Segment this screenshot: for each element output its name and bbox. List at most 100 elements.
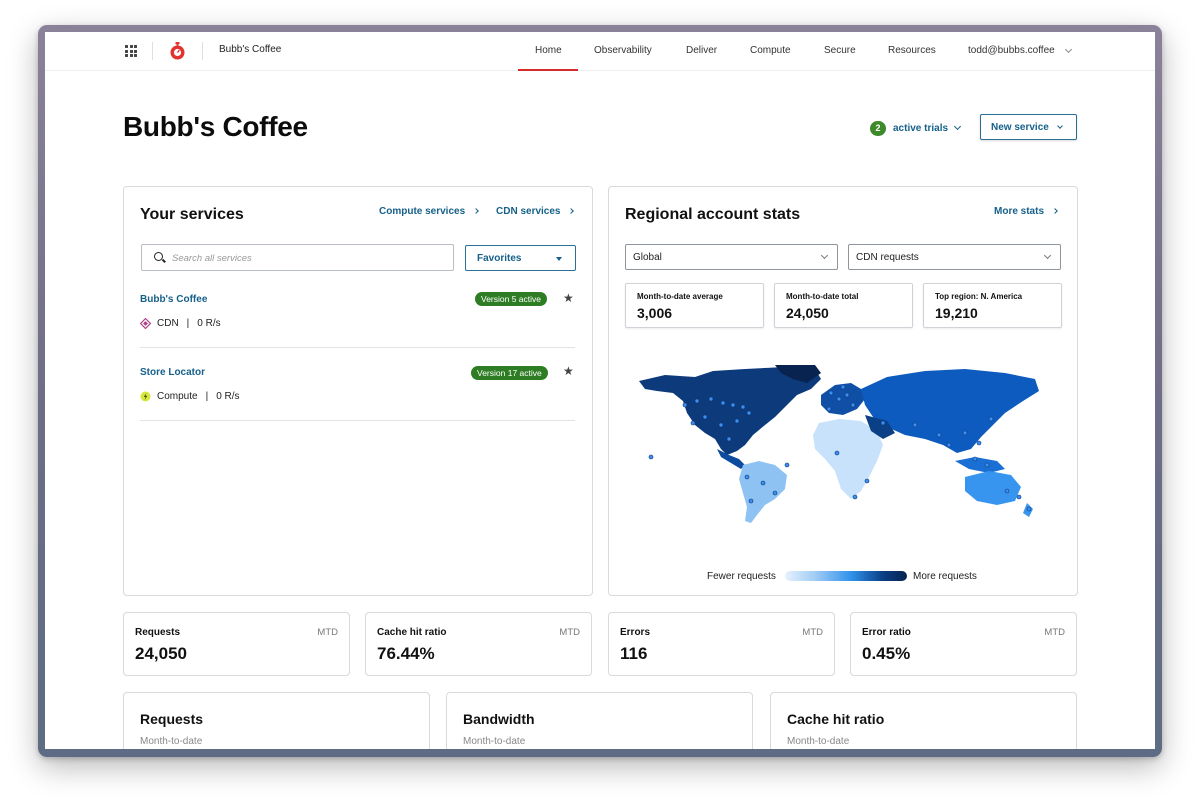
- active-trials-dropdown[interactable]: 2 active trials: [870, 120, 962, 136]
- map-region-south-america: [739, 461, 787, 523]
- chevron-down-icon: [1064, 45, 1073, 54]
- request-dot: [962, 430, 968, 436]
- map-region-greenland: [775, 365, 821, 383]
- request-dot: [682, 402, 688, 408]
- card-subtitle: Month-to-date: [463, 736, 526, 747]
- service-rate: 0 R/s: [216, 391, 240, 402]
- legend-low-label: Fewer requests: [707, 571, 776, 582]
- nav-resources[interactable]: Resources: [888, 45, 936, 56]
- more-stats-link[interactable]: More stats: [994, 206, 1058, 217]
- metric-card-requests[interactable]: Requests MTD 24,050: [123, 612, 350, 676]
- metric-value: 76.44%: [377, 644, 435, 663]
- request-dot: [702, 414, 708, 420]
- user-email: todd@bubbs.coffee: [968, 45, 1055, 56]
- new-service-button[interactable]: New service: [980, 114, 1077, 140]
- region-select[interactable]: Global: [625, 244, 838, 270]
- chevron-right-icon: [473, 208, 479, 214]
- region-select-value: Global: [633, 252, 662, 263]
- card-subtitle: Month-to-date: [787, 736, 850, 747]
- nav-secure[interactable]: Secure: [824, 45, 856, 56]
- page-title: Bubb's Coffee: [123, 111, 308, 142]
- metric-label: Error ratio: [862, 627, 911, 638]
- nav-compute[interactable]: Compute: [750, 45, 791, 56]
- metric-card-errors[interactable]: Errors MTD 116: [608, 612, 835, 676]
- map-region-middle-east: [865, 415, 895, 439]
- search-input[interactable]: [172, 250, 442, 266]
- map-legend: Fewer requests More requests: [707, 570, 1007, 584]
- stopwatch-logo-icon[interactable]: [170, 42, 185, 60]
- services-panel: Your services Compute services CDN servi…: [123, 186, 593, 596]
- request-dot: [864, 478, 870, 484]
- world-request-map[interactable]: [625, 365, 1041, 527]
- version-badge: Version 5 active: [475, 292, 548, 306]
- map-region-central-america: [717, 449, 745, 469]
- service-rate: 0 R/s: [197, 318, 221, 329]
- request-dot: [740, 404, 746, 410]
- request-dot: [690, 420, 696, 426]
- app-screen: Bubb's Coffee Home Observability Deliver…: [45, 32, 1155, 749]
- user-menu[interactable]: todd@bubbs.coffee: [968, 45, 1073, 56]
- chevron-down-icon: [954, 122, 962, 130]
- request-dot: [744, 474, 750, 480]
- metric-value: 116: [620, 644, 648, 663]
- request-dot: [984, 462, 990, 468]
- request-dot: [730, 402, 736, 408]
- map-region-australia: [965, 471, 1021, 505]
- request-dot: [726, 436, 732, 442]
- services-title: Your services: [140, 206, 244, 223]
- nav-home[interactable]: Home: [535, 45, 562, 56]
- request-dot: [912, 422, 918, 428]
- top-nav: Bubb's Coffee Home Observability Deliver…: [45, 32, 1155, 71]
- request-dot: [772, 490, 778, 496]
- chart-card-cache-hit-ratio: Cache hit ratio Month-to-date: [770, 692, 1077, 749]
- stat-value: 3,006: [637, 305, 673, 321]
- favorites-dropdown[interactable]: Favorites: [465, 245, 576, 271]
- request-dot: [946, 442, 952, 448]
- cdn-icon: [140, 318, 151, 329]
- service-search[interactable]: [141, 244, 454, 271]
- card-subtitle: Month-to-date: [140, 736, 203, 747]
- request-dot: [720, 400, 726, 406]
- request-dot: [694, 398, 700, 404]
- map-region-africa: [813, 419, 883, 499]
- more-stats-label: More stats: [994, 206, 1045, 217]
- metric-value: 24,050: [135, 644, 187, 663]
- metric-select[interactable]: CDN requests: [848, 244, 1061, 270]
- service-link-store-locator[interactable]: Store Locator: [140, 367, 206, 378]
- metric-card-error-ratio[interactable]: Error ratio MTD 0.45%: [850, 612, 1077, 676]
- metric-period: MTD: [559, 627, 580, 638]
- stat-value: 24,050: [786, 305, 829, 321]
- nav-divider: [202, 42, 203, 60]
- service-link-bubbs-coffee[interactable]: Bubb's Coffee: [140, 294, 208, 305]
- chevron-right-icon: [1052, 208, 1058, 214]
- metric-label: Requests: [135, 627, 181, 638]
- map-region-southeast-asia: [955, 457, 1005, 473]
- request-dot: [844, 392, 850, 398]
- favorite-star-icon[interactable]: ★: [563, 291, 574, 305]
- map-region-north-america: [639, 367, 821, 455]
- search-icon: [154, 252, 163, 261]
- trials-label: active trials: [893, 122, 949, 134]
- card-title: Cache hit ratio: [787, 711, 885, 727]
- metric-label: Errors: [620, 627, 651, 638]
- nav-observability[interactable]: Observability: [594, 45, 652, 56]
- version-badge: Version 17 active: [471, 366, 548, 380]
- active-nav-indicator: [518, 69, 578, 71]
- chevron-down-icon: [820, 251, 829, 260]
- cdn-services-link[interactable]: CDN services: [496, 206, 575, 217]
- request-dot: [988, 416, 994, 422]
- request-dot: [734, 418, 740, 424]
- metric-card-cache-hit-ratio[interactable]: Cache hit ratio MTD 76.44%: [365, 612, 592, 676]
- favorite-star-icon[interactable]: ★: [563, 364, 574, 378]
- compute-services-link[interactable]: Compute services: [379, 206, 479, 217]
- card-title: Requests: [140, 711, 204, 727]
- account-name[interactable]: Bubb's Coffee: [219, 44, 282, 55]
- app-switcher-icon[interactable]: [125, 45, 137, 57]
- trials-count-badge: 2: [870, 120, 886, 136]
- chevron-right-icon: [568, 208, 575, 214]
- chart-card-bandwidth: Bandwidth Month-to-date: [446, 692, 753, 749]
- caret-down-icon: [556, 257, 562, 261]
- service-type: CDN: [157, 318, 179, 329]
- request-dot: [852, 494, 858, 500]
- nav-deliver[interactable]: Deliver: [686, 45, 718, 56]
